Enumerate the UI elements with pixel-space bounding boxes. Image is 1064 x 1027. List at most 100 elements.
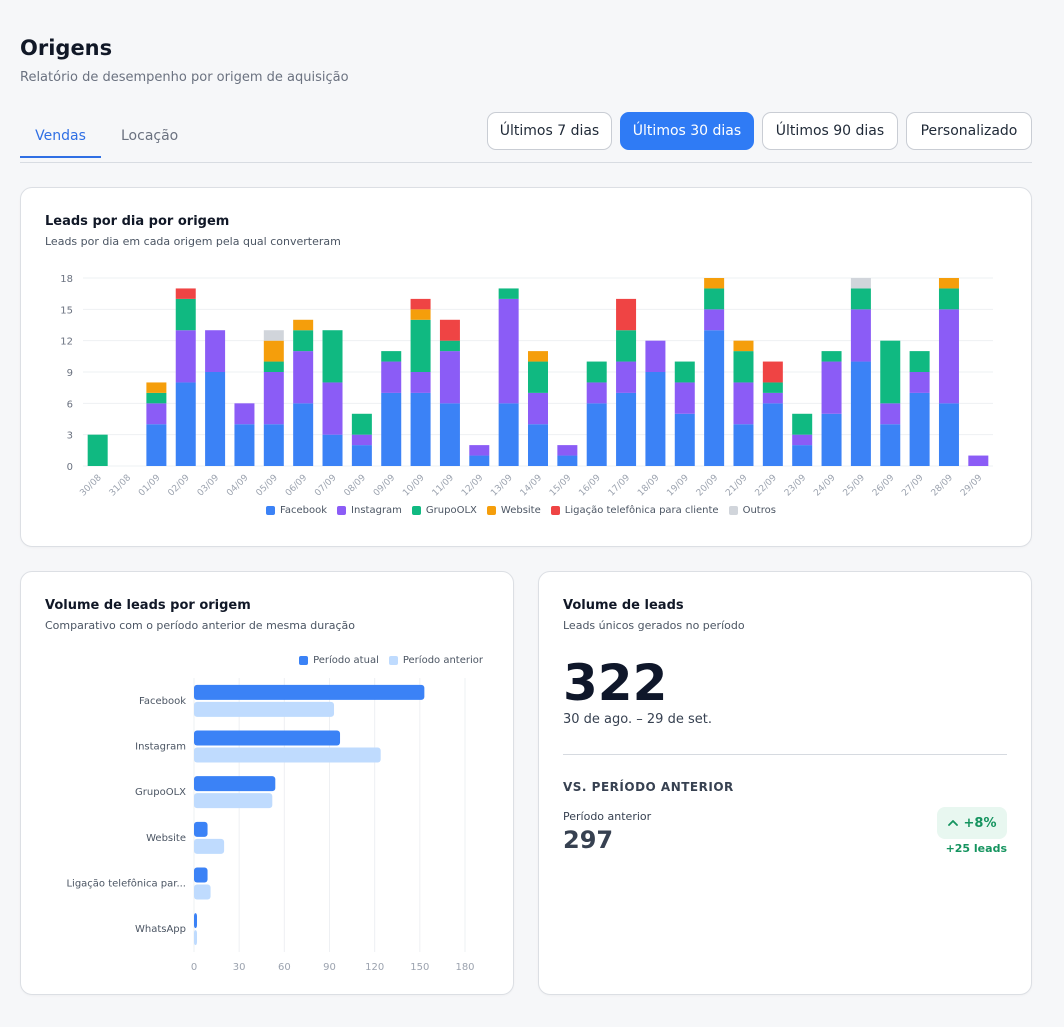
delta-badge: +8% [937, 807, 1007, 839]
summary-card-subtitle: Leads únicos gerados no período [563, 619, 745, 632]
bar-segment [469, 445, 490, 456]
legend-label: Website [500, 505, 541, 516]
y-tick-label: 18 [60, 274, 73, 285]
total-leads-value: 322 [563, 654, 668, 712]
x-tick-label: 90 [323, 962, 336, 973]
page-title: Origens [20, 36, 113, 60]
bar-segment [528, 392, 548, 425]
x-tick-label: 07/09 [313, 473, 339, 499]
x-tick-label: 23/09 [783, 473, 809, 499]
bar-segment [351, 413, 372, 435]
bar-segment [439, 340, 460, 352]
bar [194, 913, 198, 929]
category-label: Website [146, 833, 186, 844]
category-label: Ligação telefônica par... [66, 878, 186, 890]
vs-previous-label: VS. PERÍODO ANTERIOR [563, 780, 734, 794]
legend-item: Período atual [299, 655, 379, 666]
category-label: Instagram [135, 742, 186, 753]
bar-segment [205, 330, 226, 372]
x-tick-label: 03/09 [196, 473, 222, 499]
bar-segment [175, 382, 196, 466]
x-tick-label: 120 [365, 962, 384, 973]
range-30-days-button[interactable]: Últimos 30 dias [620, 112, 754, 150]
volume-chart-legend: Período atual Período anterior [299, 655, 493, 666]
x-tick-label: 14/09 [519, 473, 545, 499]
legend-item: Facebook [266, 505, 327, 516]
page-subtitle: Relatório de desempenho por origem de aq… [20, 70, 349, 85]
bar-segment [293, 319, 314, 331]
legend-swatch [550, 506, 560, 515]
bar-segment [762, 403, 783, 466]
bar-segment [87, 434, 108, 466]
y-tick-label: 9 [67, 368, 73, 379]
bar-segment [410, 298, 431, 310]
x-tick-label: 08/09 [343, 473, 369, 499]
bar-segment [850, 361, 871, 466]
bar-segment [762, 382, 783, 393]
bar [194, 747, 381, 763]
legend-swatch [728, 506, 738, 515]
bar-segment [175, 330, 196, 383]
legend-item: GrupoOLX [411, 505, 477, 516]
bar-segment [880, 403, 901, 425]
bar-segment [146, 424, 167, 466]
bar-segment [410, 392, 431, 466]
x-tick-label: 10/09 [401, 473, 427, 499]
bar-segment [880, 424, 901, 466]
bar-segment [645, 372, 666, 466]
bar-segment [733, 382, 754, 425]
x-tick-label: 02/09 [166, 473, 192, 499]
bar-segment [909, 372, 930, 393]
bar-segment [938, 309, 959, 404]
bar-segment [351, 434, 372, 446]
x-tick-label: 09/09 [372, 473, 398, 499]
x-tick-label: 28/09 [930, 473, 956, 499]
x-tick-label: 16/09 [577, 473, 603, 499]
bar-segment [586, 382, 607, 404]
period-range: 30 de ago. – 29 de set. [563, 712, 712, 727]
bar-segment [146, 382, 167, 393]
bar-segment [733, 340, 754, 352]
bar-segment [498, 403, 519, 466]
x-tick-label: 20/09 [695, 473, 721, 499]
x-tick-label: 0 [191, 962, 197, 973]
tab-bar: Vendas Locação [20, 114, 1032, 163]
range-7-days-button[interactable]: Últimos 7 dias [487, 112, 612, 150]
bar-segment [586, 361, 607, 383]
bar-segment [293, 403, 314, 466]
bar-segment [586, 403, 607, 466]
range-custom-button[interactable]: Personalizado [906, 112, 1032, 150]
legend-swatch [388, 656, 398, 665]
y-tick-label: 0 [67, 462, 73, 473]
previous-period-label: Período anterior [563, 810, 652, 823]
bar-segment [792, 434, 813, 446]
legend-label: Período anterior [402, 655, 483, 666]
bar-segment [293, 351, 314, 404]
x-tick-label: 17/09 [607, 473, 633, 499]
bar [194, 884, 211, 900]
x-tick-label: 19/09 [665, 473, 691, 499]
tab-vendas[interactable]: Vendas [20, 128, 101, 158]
x-tick-label: 24/09 [812, 473, 838, 499]
divider [563, 754, 1007, 755]
bar-segment [146, 392, 167, 404]
x-tick-label: 27/09 [900, 473, 926, 499]
bar-segment [704, 278, 725, 289]
bar-segment [381, 361, 402, 393]
bar-segment [263, 424, 284, 466]
bar-segment [381, 392, 402, 466]
bar-segment [938, 403, 959, 466]
tab-locacao[interactable]: Locação [121, 128, 179, 144]
y-tick-label: 12 [60, 337, 73, 348]
bar-segment [938, 278, 959, 289]
legend-swatch [299, 656, 309, 665]
delta-percent: +8% [963, 815, 997, 831]
bar-segment [293, 330, 314, 352]
daily-card-title: Leads por dia por origem [45, 214, 230, 229]
lead-volume-card: Volume de leads Leads únicos gerados no … [538, 571, 1032, 995]
range-90-days-button[interactable]: Últimos 90 dias [762, 112, 898, 150]
bar-segment [674, 413, 695, 466]
bar-segment [498, 298, 519, 404]
legend-label: Facebook [280, 505, 328, 516]
bar-segment [821, 413, 842, 466]
